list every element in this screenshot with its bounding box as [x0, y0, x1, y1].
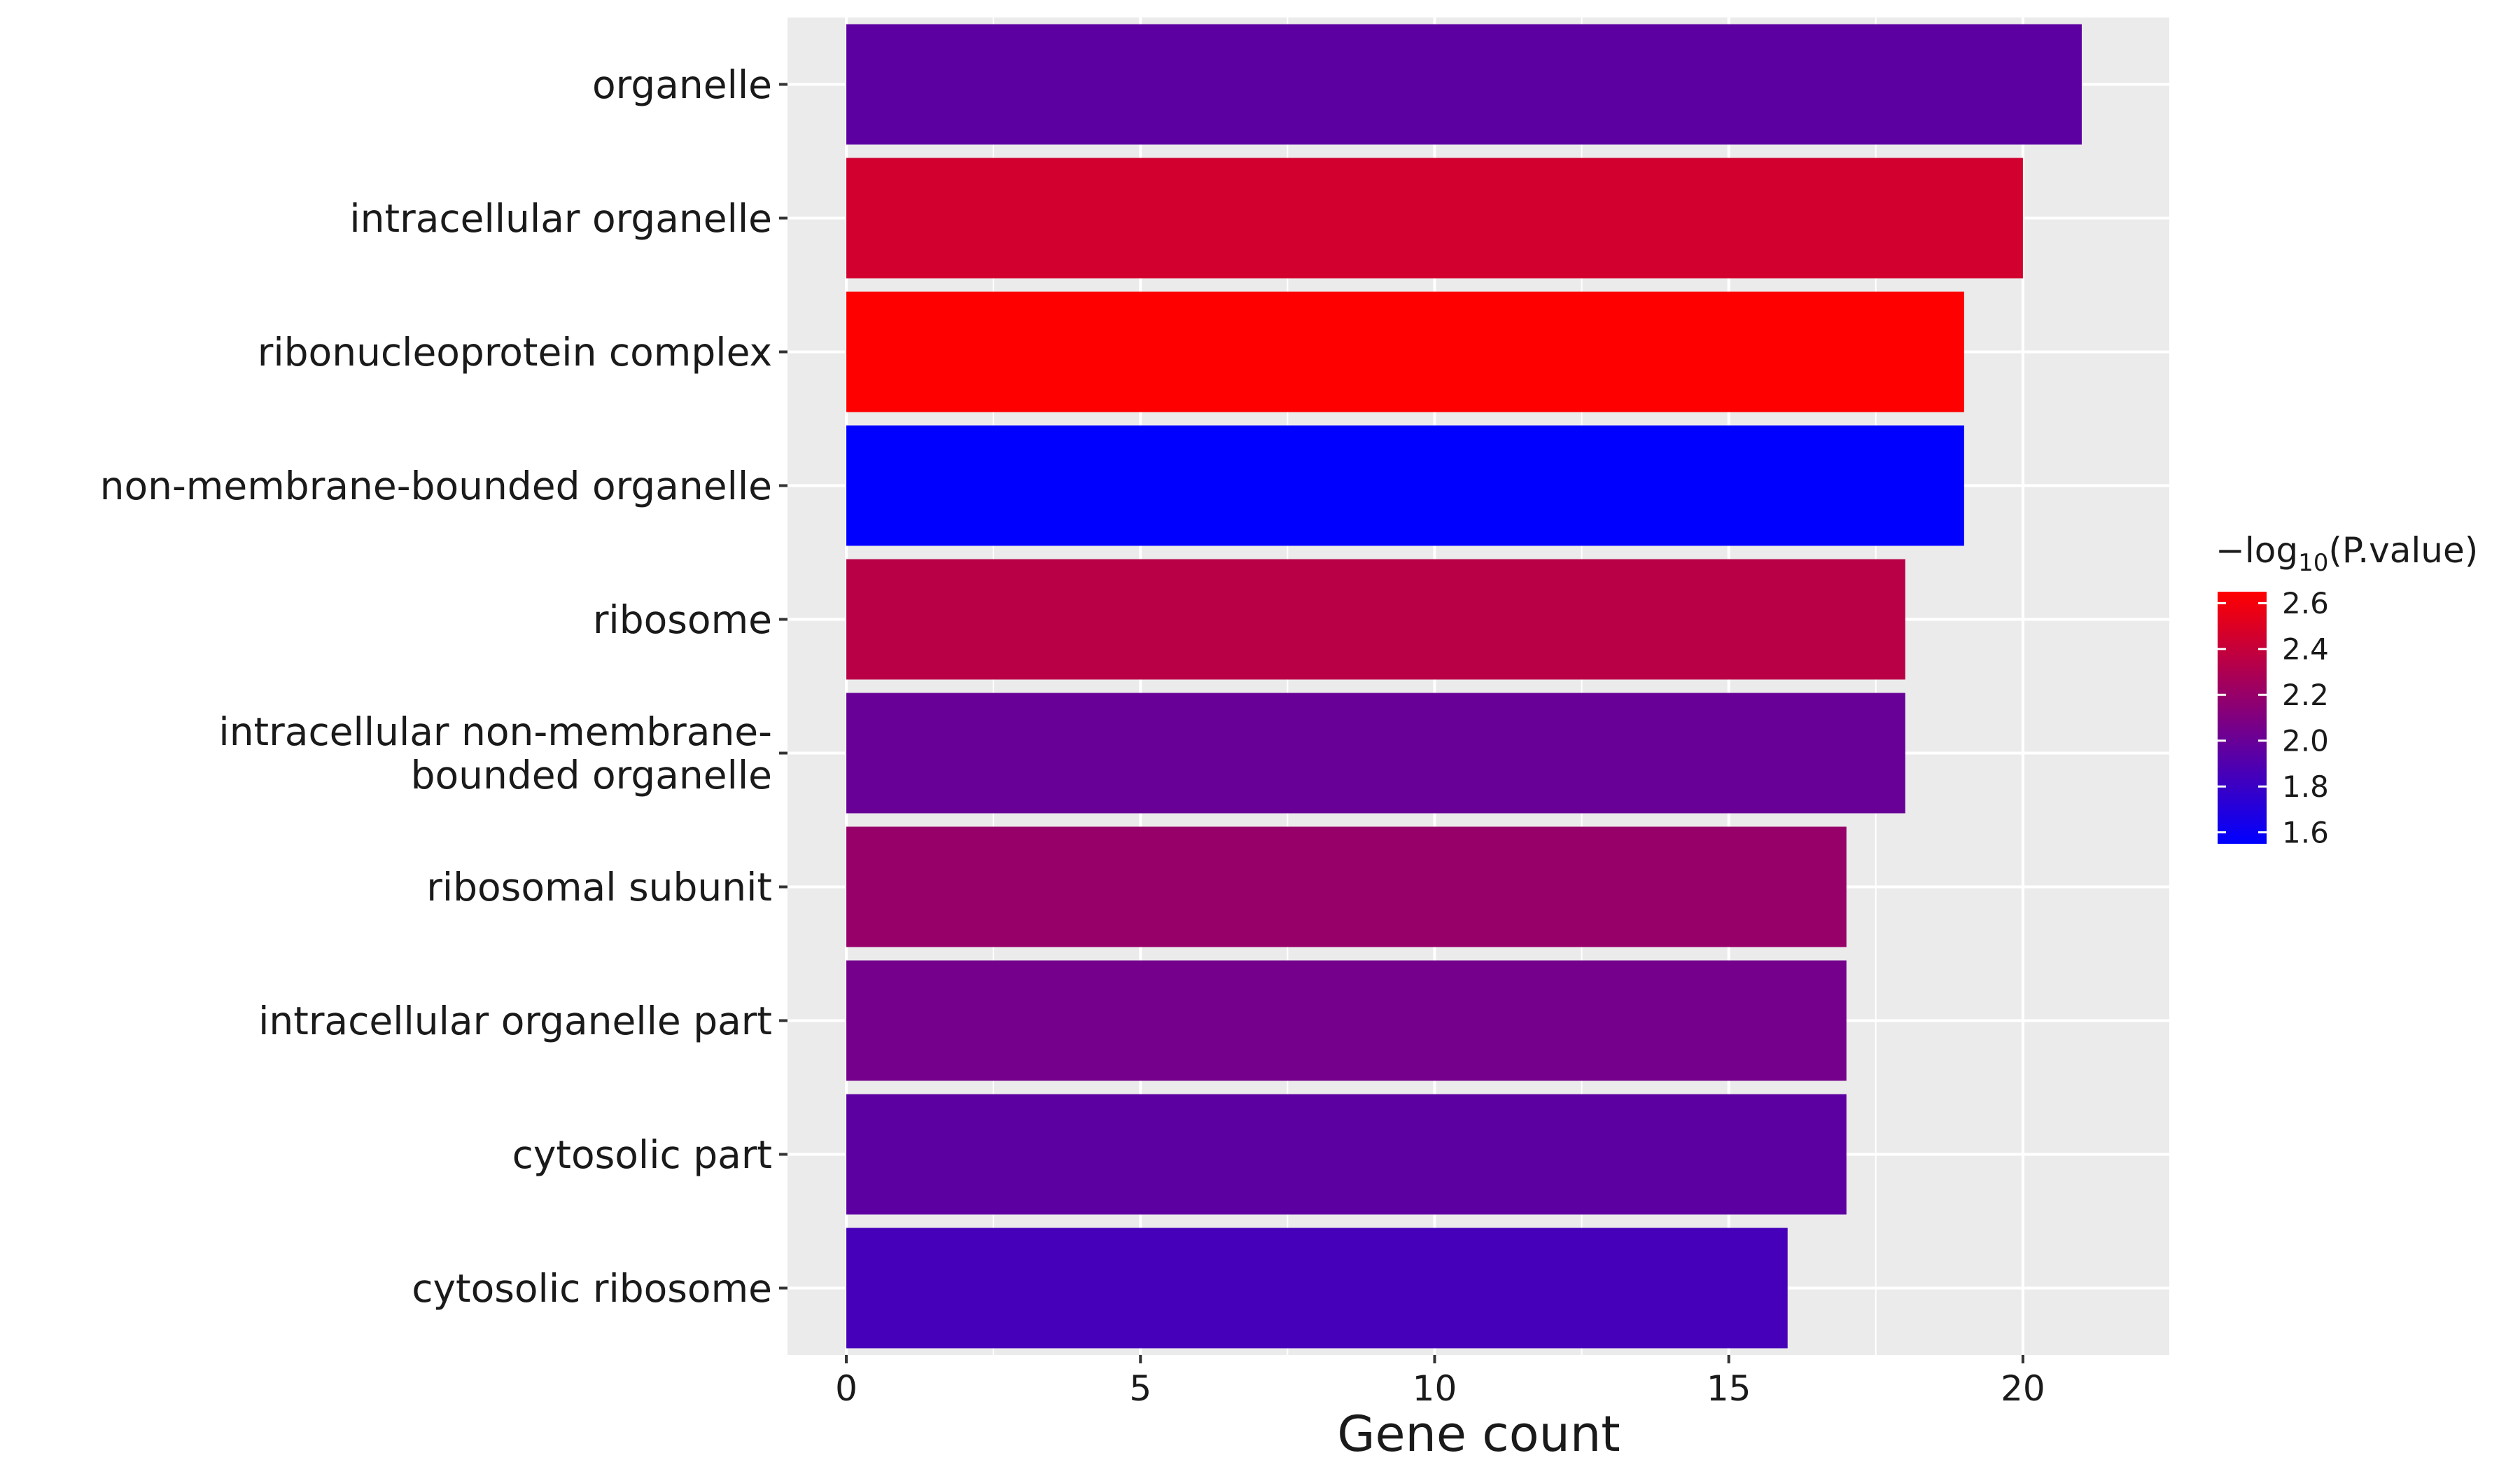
bar [846, 1228, 1788, 1349]
bar [846, 158, 2023, 279]
category-label: cytosolic part [512, 1132, 772, 1177]
legend-title: −log10(P.value) [2216, 530, 2478, 577]
category-label: intracellular organelle part [258, 999, 772, 1043]
bars [846, 24, 2082, 1349]
x-axis-ticks: 0 5 10 15 20 [835, 1355, 2045, 1409]
colorbar-tick-label: 2.2 [2282, 678, 2329, 712]
category-label: ribonucleoprotein complex [258, 330, 772, 375]
category-label-line: intracellular non-membrane- [218, 709, 772, 754]
category-label-line: intracellular organelle part [258, 999, 772, 1043]
x-tick-label: 10 [1413, 1368, 1457, 1409]
category-label: ribosome [593, 597, 772, 642]
colorbar-tick-label: 1.8 [2282, 770, 2329, 804]
category-label: intracellular organelle [349, 196, 772, 241]
category-label: non-membrane-bounded organelle [100, 464, 772, 508]
x-tick-label: 20 [2001, 1368, 2045, 1409]
category-label: organelle [592, 62, 772, 107]
bar [846, 1094, 1847, 1215]
category-label-line: ribosomal subunit [426, 865, 772, 910]
category-label: intracellular non-membrane-bounded organ… [218, 709, 772, 798]
x-tick-label: 15 [1707, 1368, 1751, 1409]
colorbar-tick-label: 2.0 [2282, 723, 2329, 758]
category-label: cytosolic ribosome [412, 1266, 772, 1311]
category-label-line: cytosolic part [512, 1132, 772, 1177]
bar [846, 559, 1905, 680]
colorbar [2218, 592, 2267, 844]
category-label-line: non-membrane-bounded organelle [100, 464, 772, 508]
category-label: ribosomal subunit [426, 865, 772, 910]
category-label-line: intracellular organelle [349, 196, 772, 241]
bar [846, 291, 1964, 412]
x-axis-title: Gene count [1337, 1405, 1620, 1463]
category-label-line: organelle [592, 62, 772, 107]
category-labels: organelle intracellular organelle ribonucl… [100, 62, 788, 1311]
category-label-line: ribosome [593, 597, 772, 642]
category-label-line: bounded organelle [411, 753, 772, 798]
category-label-line: ribonucleoprotein complex [258, 330, 772, 375]
bar [846, 960, 1847, 1081]
colorbar-tick-label: 1.6 [2282, 815, 2329, 849]
colorbar-tick-label: 2.6 [2282, 586, 2329, 620]
bar [846, 693, 1905, 814]
bar [846, 826, 1847, 947]
bar [846, 24, 2082, 145]
color-legend: −log10(P.value) 1.6 1.8 2.0 2.2 2.4 2.6 [2216, 530, 2478, 849]
colorbar-tick-label: 2.4 [2282, 632, 2329, 667]
x-tick-label: 0 [835, 1368, 858, 1409]
category-label-line: cytosolic ribosome [412, 1266, 772, 1311]
x-tick-label: 5 [1129, 1368, 1152, 1409]
bar [846, 425, 1964, 546]
